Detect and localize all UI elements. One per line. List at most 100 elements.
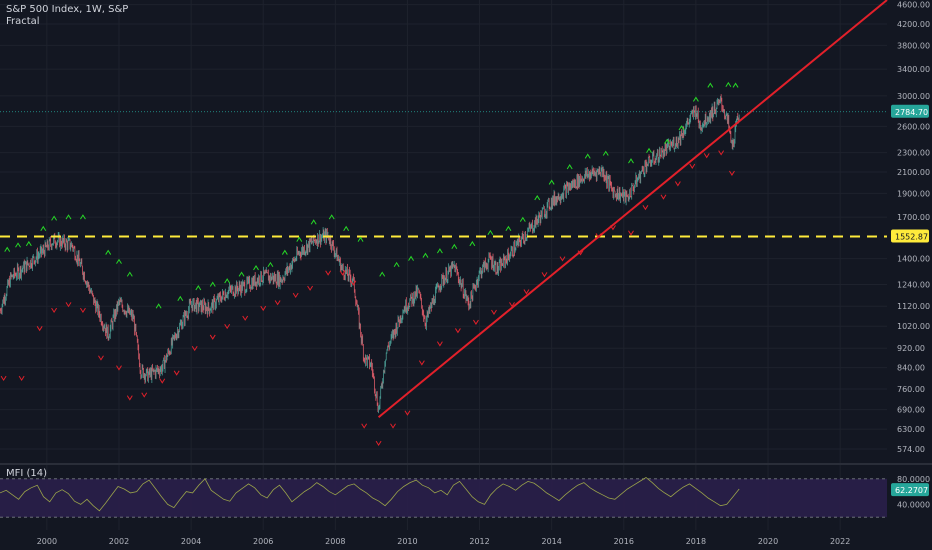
fractal-up-marker: [238, 271, 245, 277]
fractal-up-marker: [15, 242, 21, 248]
trendline[interactable]: [377, 0, 888, 418]
fractal-down-marker: [436, 341, 443, 347]
price-tick-label: 1020.00: [897, 322, 930, 331]
level-label: 1552.87: [895, 232, 928, 241]
time-tick-label: 2004: [181, 537, 201, 546]
price-tick-label: 690.00: [897, 406, 925, 415]
fractal-up-marker: [105, 249, 112, 255]
fractal-down-marker: [718, 150, 725, 156]
mfi-value-label: 62.2707: [895, 486, 928, 495]
fractal-down-marker: [509, 302, 515, 308]
fractal-down-marker: [454, 328, 461, 334]
price-tick-label: 3000.00: [897, 92, 930, 101]
fractal-up-marker: [4, 246, 11, 252]
price-tick-label: 574.00: [897, 445, 925, 454]
fractal-down-marker: [729, 170, 735, 176]
price-tick-label: 2100.00: [897, 168, 930, 177]
fractal-up-marker: [422, 252, 429, 258]
price-tick-label: 1700.00: [897, 213, 930, 222]
mfi-band: [0, 478, 887, 518]
fractal-down-marker: [523, 289, 530, 295]
time-tick-label: 2022: [830, 537, 850, 546]
fractal-up-marker: [80, 214, 86, 220]
time-tick-label: 2020: [758, 537, 778, 546]
fractal-down-marker: [18, 375, 25, 382]
fractal-up-marker: [664, 138, 670, 144]
fractal-up-marker: [116, 258, 122, 264]
fractal-up-marker: [451, 243, 458, 249]
mfi-tick-label: 40.0000: [897, 500, 930, 509]
fractal-up-marker: [224, 278, 231, 284]
fractal-up-marker: [155, 303, 162, 309]
fractal-up-marker: [505, 225, 512, 232]
fractal-up-marker: [393, 261, 400, 268]
fractal-down-marker: [325, 270, 332, 276]
fractal-up-marker: [646, 147, 652, 154]
fractal-up-marker: [25, 240, 32, 247]
mfi-tick-label: 80.0000: [897, 475, 930, 484]
mfi-value-badge: [891, 483, 929, 497]
price-tick-label: 1240.00: [897, 281, 930, 290]
fractal-up-marker: [267, 261, 274, 268]
price-tick-label: 4200.00: [897, 20, 930, 29]
price-tick-label: 760.00: [897, 385, 925, 394]
time-tick-label: 2002: [109, 537, 129, 546]
time-tick-label: 2016: [614, 537, 634, 546]
fractal-down-marker: [595, 233, 602, 239]
fractal-up-marker: [519, 216, 526, 222]
price-tick-label: 840.00: [897, 364, 925, 373]
fractal-down-marker: [642, 205, 649, 211]
fractal-up-marker: [310, 219, 317, 225]
fractal-down-marker: [350, 280, 357, 286]
fractal-down-marker: [418, 360, 425, 366]
level-badge: [891, 229, 929, 243]
last-price-badge: [891, 104, 929, 118]
fractal-down-marker: [473, 319, 479, 326]
fractal-up-marker: [195, 285, 202, 291]
fractal-down-marker: [375, 440, 382, 447]
last-price-label: 2784.70: [895, 108, 928, 117]
price-tick-label: 1900.00: [897, 189, 930, 198]
fractal-up-marker: [328, 214, 335, 220]
time-tick-label: 2014: [541, 537, 561, 546]
fractal-down-marker: [610, 225, 616, 231]
fractal-up-marker: [602, 150, 609, 156]
fractal-down-marker: [36, 326, 43, 332]
price-tick-label: 3400.00: [897, 65, 930, 74]
fractal-down-marker: [491, 309, 497, 315]
fractal-up-marker: [692, 96, 699, 102]
fractal-up-marker: [296, 236, 303, 242]
price-tick-label: 1400.00: [897, 255, 930, 264]
price-tick-label: 4600.00: [897, 1, 930, 10]
fractal-up-marker: [357, 236, 364, 242]
fractal-up-marker: [379, 271, 386, 277]
fractal-up-marker: [281, 249, 288, 255]
fractal-up-marker: [408, 255, 414, 261]
fractal-down-marker: [209, 334, 216, 340]
fractal-up-marker: [209, 281, 216, 287]
fractal-down-marker: [292, 292, 299, 299]
fractal-up-marker: [725, 81, 732, 88]
fractal-down-marker: [126, 395, 133, 401]
fractal-up-marker: [51, 215, 58, 221]
fractal-down-marker: [307, 285, 314, 291]
time-tick-label: 2008: [325, 537, 345, 546]
fractal-up-marker: [177, 295, 184, 302]
fractal-down-marker: [628, 230, 634, 236]
fractal-down-marker: [274, 300, 281, 306]
fractal-up-marker: [253, 264, 259, 271]
fractal-down-marker: [660, 194, 667, 200]
fractal-down-marker: [390, 423, 396, 429]
fractal-down-marker: [191, 345, 198, 352]
time-tick-label: 2010: [397, 537, 417, 546]
fractal-up-marker: [548, 179, 555, 185]
fractal-down-marker: [173, 370, 180, 376]
fractal-down-marker: [689, 163, 696, 169]
price-tick-label: 920.00: [897, 344, 925, 353]
price-tick-label: 630.00: [897, 425, 925, 434]
fractal-up-marker: [343, 225, 350, 232]
fractal-down-marker: [51, 307, 58, 314]
